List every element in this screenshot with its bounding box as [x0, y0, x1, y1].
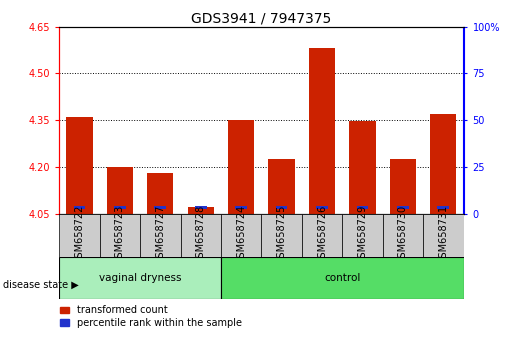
Text: GSM658731: GSM658731	[438, 205, 448, 264]
Bar	[221, 257, 464, 299]
Bar	[59, 214, 100, 257]
Bar	[107, 167, 133, 214]
Text: GSM658723: GSM658723	[115, 205, 125, 264]
Bar	[268, 159, 295, 214]
Bar	[349, 121, 375, 214]
Bar	[195, 206, 207, 210]
Bar	[383, 214, 423, 257]
Legend: transformed count, percentile rank within the sample: transformed count, percentile rank withi…	[60, 306, 242, 328]
Bar	[309, 48, 335, 214]
Bar	[154, 206, 166, 210]
Text: GSM658727: GSM658727	[156, 205, 165, 264]
Bar	[180, 214, 221, 257]
Bar	[423, 214, 464, 257]
Text: vaginal dryness: vaginal dryness	[99, 273, 181, 283]
Bar	[140, 214, 180, 257]
Bar	[356, 206, 368, 210]
Bar	[114, 206, 126, 210]
Bar	[66, 116, 93, 214]
Bar	[276, 206, 287, 210]
Title: GDS3941 / 7947375: GDS3941 / 7947375	[191, 11, 332, 25]
Bar	[437, 206, 449, 210]
Bar	[235, 206, 247, 210]
Text: GSM658730: GSM658730	[398, 205, 408, 264]
Bar	[59, 257, 221, 299]
Bar	[74, 206, 85, 210]
Text: GSM658724: GSM658724	[236, 205, 246, 264]
Bar	[147, 173, 174, 214]
Bar	[100, 214, 140, 257]
Text: GSM658725: GSM658725	[277, 205, 286, 264]
Bar	[221, 214, 261, 257]
Bar	[187, 207, 214, 214]
Bar	[228, 120, 254, 214]
Bar	[316, 206, 328, 210]
Bar	[302, 214, 342, 257]
Text: GSM658728: GSM658728	[196, 205, 205, 264]
Bar	[261, 214, 302, 257]
Bar	[430, 114, 456, 214]
Text: GSM658729: GSM658729	[357, 205, 367, 264]
Text: disease state ▶: disease state ▶	[3, 280, 78, 290]
Text: GSM658722: GSM658722	[75, 205, 84, 264]
Bar	[397, 206, 409, 210]
Bar	[342, 214, 383, 257]
Text: control: control	[324, 273, 360, 283]
Text: GSM658726: GSM658726	[317, 205, 327, 264]
Bar	[390, 159, 416, 214]
